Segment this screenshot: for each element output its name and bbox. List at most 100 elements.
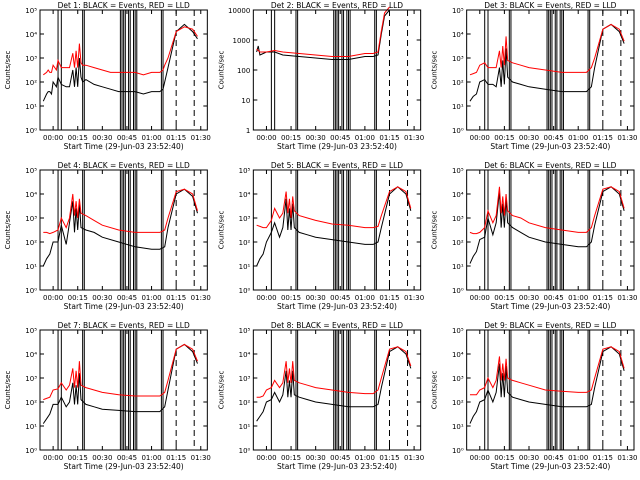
- x-tick-label: 00:00: [43, 134, 63, 142]
- x-axis-label: Start Time (29-Jun-03 23:52:40): [277, 462, 397, 471]
- y-tick-label: 10: [241, 97, 250, 105]
- detector-panel-7: 10⁰ 10¹ 10² 10³ 10⁴ 10⁵ 00:00 00:15 00:30 00:45 01…: [4, 321, 211, 471]
- series-lld-line: [43, 188, 198, 235]
- y-tick-label: 10³: [25, 215, 37, 223]
- y-tick-label: 10⁵: [452, 7, 464, 15]
- x-tick-label: 01:00: [568, 134, 588, 142]
- y-tick-label: 10⁰: [452, 127, 464, 135]
- x-tick-label: 01:00: [355, 294, 375, 302]
- x-tick-label: 00:45: [330, 134, 350, 142]
- series-events-line: [256, 186, 412, 267]
- x-axis-label: Start Time (29-Jun-03 23:52:40): [277, 142, 397, 151]
- x-tick-label: 00:00: [470, 454, 490, 462]
- x-axis-label: Start Time (29-Jun-03 23:52:40): [490, 302, 610, 311]
- x-tick-label: 01:15: [379, 134, 399, 142]
- x-tick-label: 01:15: [166, 454, 186, 462]
- x-axis-label: Start Time (29-Jun-03 23:52:40): [64, 302, 184, 311]
- series-events-line: [42, 23, 198, 102]
- x-tick-label: 00:45: [117, 134, 137, 142]
- y-tick-label: 10⁴: [25, 31, 37, 39]
- x-tick-label: 00:00: [470, 294, 490, 302]
- y-tick-label: 1: [246, 127, 250, 135]
- detector-panel-3: 10⁰ 10¹ 10² 10³ 10⁴ 10⁵ 00:00 00:15 00:30 00:45 01…: [431, 1, 638, 151]
- y-axis-label: Counts/sec: [431, 211, 439, 250]
- x-tick-label: 00:15: [281, 294, 301, 302]
- y-tick-label: 10000: [228, 7, 250, 15]
- y-tick-label: 10³: [452, 375, 464, 383]
- y-tick-label: 10³: [452, 55, 464, 63]
- plot-frame: [466, 9, 635, 131]
- y-tick-label: 10⁵: [25, 327, 37, 335]
- y-tick-label: 10²: [25, 399, 37, 407]
- series-events-line: [42, 188, 198, 267]
- x-tick-label: 00:15: [68, 134, 88, 142]
- y-axis-label: Counts/sec: [4, 371, 12, 410]
- x-tick-label: 00:45: [117, 294, 137, 302]
- x-tick-label: 00:15: [68, 454, 88, 462]
- x-tick-label: 00:30: [92, 134, 112, 142]
- x-tick-label: 00:30: [92, 454, 112, 462]
- x-tick-label: 01:15: [379, 294, 399, 302]
- y-tick-label: 10²: [452, 399, 464, 407]
- series-events-line: [256, 346, 412, 422]
- panel-title: Det 7: BLACK = Events, RED = LLD: [58, 321, 190, 330]
- series-lld-line: [469, 23, 625, 76]
- y-tick-label: 10³: [25, 55, 37, 63]
- x-tick-label: 00:45: [117, 454, 137, 462]
- x-axis-label: Start Time (29-Jun-03 23:52:40): [64, 142, 184, 151]
- y-tick-label: 10¹: [452, 423, 464, 431]
- x-tick-label: 01:30: [191, 454, 211, 462]
- y-tick-label: 10¹: [239, 263, 251, 271]
- x-tick-label: 00:30: [306, 294, 326, 302]
- detector-panel-6: 10⁰ 10¹ 10² 10³ 10⁴ 10⁵ 00:00 00:15 00:30 00:45 01…: [431, 161, 638, 311]
- x-tick-label: 00:45: [544, 454, 564, 462]
- x-tick-label: 01:30: [404, 454, 424, 462]
- x-tick-label: 00:15: [494, 134, 514, 142]
- x-tick-label: 01:30: [191, 134, 211, 142]
- x-tick-label: 01:15: [166, 134, 186, 142]
- y-axis-label: Counts/sec: [217, 371, 225, 410]
- y-tick-label: 10²: [452, 239, 464, 247]
- x-tick-label: 01:30: [617, 454, 637, 462]
- y-tick-label: 10²: [239, 399, 251, 407]
- x-tick-label: 00:45: [330, 294, 350, 302]
- y-tick-label: 10⁵: [25, 7, 37, 15]
- series-events-line: [469, 346, 625, 424]
- y-axis-label: Counts/sec: [431, 51, 439, 90]
- y-tick-label: 10¹: [25, 263, 37, 271]
- x-axis-label: Start Time (29-Jun-03 23:52:40): [490, 142, 610, 151]
- detector-panel-5: 10⁰ 10¹ 10² 10³ 10⁴ 10⁵ 00:00 00:15 00:30 00:45 01…: [217, 161, 424, 311]
- plot-frame: [39, 329, 208, 451]
- series-lld-line: [256, 346, 412, 398]
- panel-title: Det 4: BLACK = Events, RED = LLD: [58, 161, 190, 170]
- x-tick-label: 00:15: [68, 294, 88, 302]
- x-tick-label: 01:15: [379, 454, 399, 462]
- series-events-line: [42, 343, 198, 424]
- x-tick-label: 01:15: [593, 134, 613, 142]
- panel-title: Det 2: BLACK = Events, RED = LLD: [271, 1, 403, 10]
- y-tick-label: 10⁴: [25, 191, 37, 199]
- y-tick-label: 10⁴: [239, 191, 251, 199]
- x-tick-label: 00:30: [519, 294, 539, 302]
- x-tick-label: 00:45: [544, 134, 564, 142]
- y-tick-label: 10⁰: [452, 447, 464, 455]
- y-axis-label: Counts/sec: [217, 211, 225, 250]
- plot-frame: [252, 169, 422, 291]
- y-tick-label: 10⁴: [452, 191, 464, 199]
- x-tick-label: 01:00: [568, 294, 588, 302]
- plot-frame: [39, 169, 208, 291]
- series-events-line: [256, 9, 390, 60]
- y-tick-label: 10⁴: [452, 351, 464, 359]
- y-tick-label: 10³: [452, 215, 464, 223]
- y-tick-label: 10³: [239, 215, 251, 223]
- y-tick-label: 10⁰: [25, 287, 37, 295]
- x-tick-label: 00:15: [494, 454, 514, 462]
- plot-frame: [466, 169, 635, 291]
- detector-panel-8: 10⁰ 10¹ 10² 10³ 10⁴ 10⁵ 00:00 00:15 00:30 00:45 01…: [217, 321, 424, 471]
- y-tick-label: 10⁰: [239, 447, 251, 455]
- y-tick-label: 10⁵: [239, 167, 251, 175]
- x-axis-label: Start Time (29-Jun-03 23:52:40): [490, 462, 610, 471]
- series-lld-line: [256, 186, 412, 229]
- x-tick-label: 00:30: [92, 294, 112, 302]
